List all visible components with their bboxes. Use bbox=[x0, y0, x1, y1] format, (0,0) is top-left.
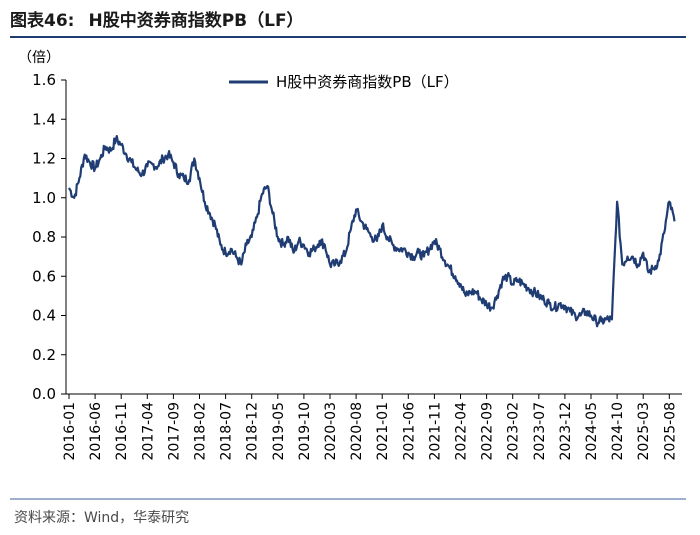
x-tick-label: 2017-04 bbox=[140, 402, 156, 461]
x-tick-label: 2021-11 bbox=[427, 402, 443, 461]
x-tick-label: 2018-02 bbox=[193, 402, 209, 461]
y-tick-label: 0.8 bbox=[32, 228, 56, 246]
x-tick-label: 2023-07 bbox=[532, 402, 548, 461]
figure-title: 图表46: H股中资券商指数PB（LF） bbox=[10, 8, 304, 34]
x-tick-label: 2016-11 bbox=[114, 402, 130, 461]
x-tick-label: 2023-12 bbox=[558, 402, 574, 461]
x-tick-label: 2016-01 bbox=[62, 402, 78, 461]
x-tick-label: 2020-08 bbox=[349, 402, 365, 461]
y-tick-label: 1.4 bbox=[32, 110, 56, 128]
x-tick-label: 2023-02 bbox=[506, 402, 522, 461]
source-rule bbox=[10, 498, 686, 500]
title-rule bbox=[10, 36, 686, 38]
y-tick-label: 1.2 bbox=[32, 150, 56, 168]
x-tick-label: 2018-12 bbox=[245, 402, 261, 461]
series-group bbox=[68, 135, 676, 328]
x-tick-label: 2024-10 bbox=[610, 402, 626, 461]
x-tick-label: 2025-03 bbox=[636, 402, 652, 461]
x-tick-label: 2017-09 bbox=[166, 402, 182, 461]
legend-label: H股中资券商指数PB（LF） bbox=[276, 73, 459, 91]
x-tick-label: 2019-05 bbox=[271, 402, 287, 461]
figure-title-text: H股中资券商指数PB（LF） bbox=[88, 11, 304, 31]
y-tick-label: 0.4 bbox=[32, 307, 56, 325]
x-tick-label: 2016-06 bbox=[88, 402, 104, 461]
x-tick-label: 2025-08 bbox=[662, 402, 678, 461]
legend: H股中资券商指数PB（LF） bbox=[229, 73, 459, 91]
x-axis: 2016-01 2016-06 2016-11 2017-04 2017-09 2018-… bbox=[62, 393, 682, 461]
y-tick-label: 0.0 bbox=[32, 385, 56, 403]
source-note: 资料来源：Wind，华泰研究 bbox=[14, 510, 190, 526]
y-axis-unit-label: （倍） bbox=[18, 50, 60, 66]
series-line-pb bbox=[68, 135, 676, 328]
x-tick-label: 2024-05 bbox=[584, 402, 600, 461]
y-tick-label: 1.6 bbox=[32, 71, 56, 89]
x-tick-label: 2022-04 bbox=[454, 402, 470, 461]
x-tick-label: 2019-10 bbox=[297, 402, 313, 461]
y-tick-label: 0.6 bbox=[32, 267, 56, 285]
x-tick-label: 2018-07 bbox=[219, 402, 235, 461]
y-axis: 0.0 0.2 0.4 0.6 0.8 1.0 1.2 1.4 1.6 bbox=[32, 71, 67, 403]
x-tick-label: 2021-06 bbox=[401, 402, 417, 461]
y-tick-label: 1.0 bbox=[32, 189, 56, 207]
pb-line-chart: （倍） 0.00.20.40.60.81.01.21.41.6 2016-01 2… bbox=[18, 50, 682, 461]
x-tick-label: 2021-01 bbox=[375, 402, 391, 461]
x-tick-label: 2020-03 bbox=[323, 402, 339, 461]
y-tick-label: 0.2 bbox=[32, 346, 56, 364]
x-tick-label: 2022-09 bbox=[480, 402, 496, 461]
figure-number: 图表46: bbox=[10, 11, 75, 31]
